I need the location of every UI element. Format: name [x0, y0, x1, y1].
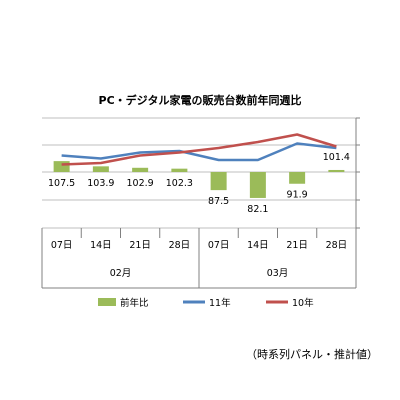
- month-label-0: 02月: [110, 268, 132, 279]
- x-tick-label-5: 14日: [247, 240, 269, 251]
- legend-label-1: 11年: [209, 297, 231, 309]
- bar-2: [132, 167, 149, 172]
- series-line-2: [61, 133, 337, 166]
- x-tick-label-1: 14日: [90, 240, 112, 251]
- legend-label-2: 10年: [292, 297, 314, 309]
- bar-3: [171, 168, 188, 172]
- series-line-1: [61, 142, 337, 162]
- bar-1: [92, 166, 109, 172]
- bar-7: [328, 169, 345, 172]
- footnote: （時系列パネル・推計値）: [246, 348, 378, 361]
- data-label-4: 87.5: [208, 196, 229, 207]
- x-tick-label-4: 07日: [208, 240, 230, 251]
- x-tick-label-2: 21日: [129, 240, 151, 251]
- bar-6: [289, 172, 306, 184]
- x-tick-label-0: 07日: [51, 240, 73, 251]
- data-label-2: 102.9: [127, 178, 154, 189]
- legend-swatch-0: [98, 298, 116, 306]
- bar-0: [53, 161, 70, 172]
- legend-label-0: 前年比: [120, 297, 149, 309]
- x-tick-label-7: 28日: [326, 240, 348, 251]
- data-label-1: 103.9: [87, 178, 114, 189]
- data-label-7: 101.4: [323, 152, 350, 163]
- x-tick-label-6: 21日: [286, 240, 308, 251]
- chart-title: PC・デジタル家電の販売台数前年同週比: [98, 94, 302, 107]
- x-tick-label-3: 28日: [169, 240, 191, 251]
- data-label-0: 107.5: [48, 178, 75, 189]
- bar-4: [210, 172, 227, 191]
- bar-5: [249, 172, 266, 198]
- data-label-6: 91.9: [287, 190, 308, 201]
- month-label-1: 03月: [267, 268, 289, 279]
- data-label-3: 102.3: [166, 178, 193, 189]
- data-label-5: 82.1: [247, 204, 268, 215]
